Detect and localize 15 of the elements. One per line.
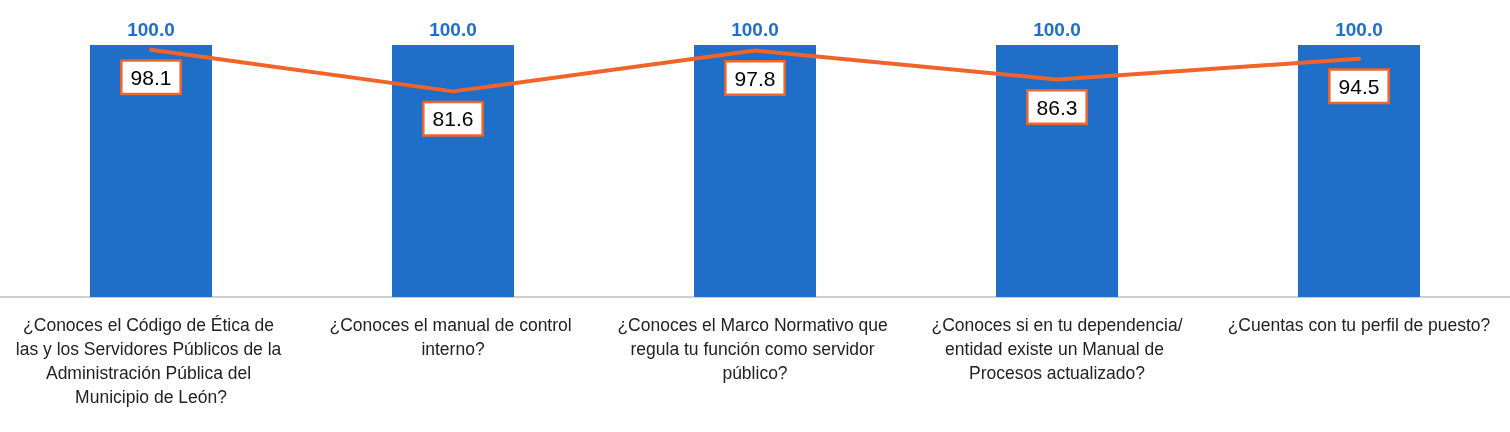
- data-label: 94.5: [1338, 74, 1380, 98]
- x-tick-label: ¿Cuentas con tu perfil de puesto?: [1227, 315, 1491, 335]
- data-label: 81.6: [432, 107, 474, 131]
- x-tick-label: ¿Conoces el Código de Ética de las y los Servidores Públicos de la Administración Pública del Municipio de León?: [15, 315, 287, 407]
- data-label: 100.0: [1033, 19, 1081, 40]
- data-label: 98.1: [130, 65, 172, 89]
- x-tick-label: ¿Conoces el manual de control interno?: [329, 315, 577, 359]
- data-label: 100.0: [731, 19, 779, 40]
- data-label: 86.3: [1036, 95, 1078, 119]
- data-label: 97.8: [734, 66, 776, 90]
- data-label: 100.0: [127, 19, 175, 40]
- data-label: 100.0: [429, 19, 477, 40]
- x-tick-label: ¿Conoces si en tu dependencia/entidad existe un Manual de Procesos actualizado?: [931, 315, 1183, 383]
- data-label: 100.0: [1335, 19, 1383, 40]
- x-tick-label: ¿Conoces el Marco Normativo que regula tu función como servidor público?: [617, 315, 893, 383]
